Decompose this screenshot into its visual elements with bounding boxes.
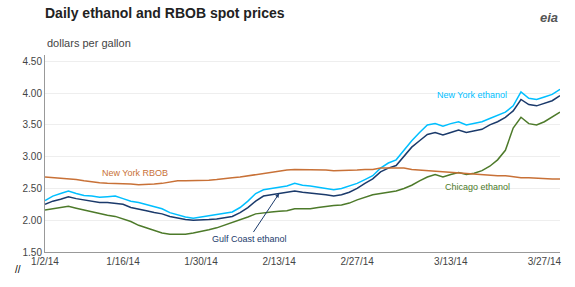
svg-text:Daily ethanol and RBOB spot pr: Daily ethanol and RBOB spot prices	[45, 5, 285, 21]
svg-text:New York ethanol: New York ethanol	[437, 90, 507, 100]
svg-text:2/13/14: 2/13/14	[262, 256, 296, 267]
svg-text:3/27/14: 3/27/14	[528, 256, 562, 267]
svg-text:dollars per gallon: dollars per gallon	[47, 37, 131, 49]
svg-text:3/13/14: 3/13/14	[434, 256, 468, 267]
svg-text:Gulf Coast ethanol: Gulf Coast ethanol	[212, 234, 287, 244]
svg-text:New York RBOB: New York RBOB	[102, 168, 168, 178]
svg-text:eia: eia	[540, 10, 558, 25]
svg-text:1/30/14: 1/30/14	[184, 256, 218, 267]
svg-text:3.50: 3.50	[23, 119, 43, 130]
svg-text:3.00: 3.00	[23, 151, 43, 162]
svg-text:2.50: 2.50	[23, 183, 43, 194]
svg-text:4.50: 4.50	[23, 56, 43, 67]
svg-text:2.00: 2.00	[23, 215, 43, 226]
svg-text://: //	[15, 264, 21, 275]
svg-text:1/2/14: 1/2/14	[31, 256, 59, 267]
svg-text:Chicago ethanol: Chicago ethanol	[445, 182, 510, 192]
svg-text:1.50: 1.50	[23, 247, 43, 258]
svg-text:1/16/14: 1/16/14	[106, 256, 140, 267]
svg-text:2/27/14: 2/27/14	[340, 256, 374, 267]
svg-text:4.00: 4.00	[23, 88, 43, 99]
